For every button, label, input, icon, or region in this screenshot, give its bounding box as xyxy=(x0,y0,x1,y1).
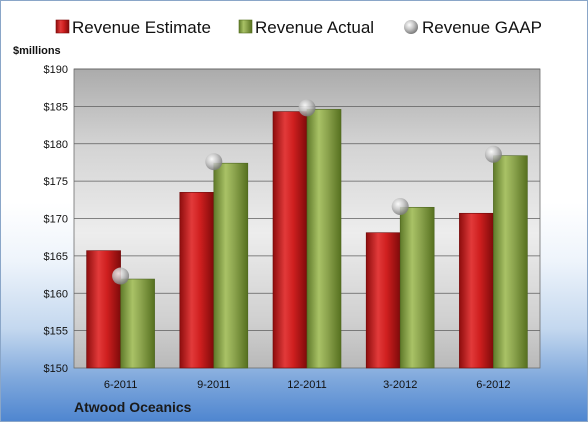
y-tick-labels: $150 $155 $160 $165 $170 $175 $180 $185 $190 xyxy=(44,64,68,375)
legend-swatch-actual xyxy=(238,19,253,34)
gaap-marker xyxy=(112,267,130,285)
legend-label-actual: Revenue Actual xyxy=(255,18,374,37)
x-tick-labels: 6-2011 9-2011 12-2011 3-2012 6-2012 xyxy=(104,379,511,391)
legend-label-estimate: Revenue Estimate xyxy=(72,18,211,37)
gaap-marker xyxy=(205,153,223,171)
company-name: Atwood Oceanics xyxy=(74,399,192,415)
gaap-markers xyxy=(112,99,502,285)
legend-label-gaap: Revenue GAAP xyxy=(422,18,542,37)
y-tick-label: $175 xyxy=(44,176,68,188)
y-tick-label: $180 xyxy=(44,139,68,151)
bar-estimate xyxy=(365,232,401,369)
bar-actual xyxy=(306,109,342,369)
bars xyxy=(86,109,528,369)
x-tick-label: 3-2012 xyxy=(383,379,417,391)
gaap-marker xyxy=(391,198,409,216)
x-tick-label: 9-2011 xyxy=(197,379,230,391)
y-tick-label: $150 xyxy=(44,363,68,375)
bar-estimate xyxy=(272,111,308,369)
bar-actual xyxy=(120,278,155,369)
x-tick-label: 6-2012 xyxy=(476,379,510,391)
y-tick-label: $190 xyxy=(44,64,68,76)
bar-estimate xyxy=(459,212,494,369)
x-tick-label: 12-2011 xyxy=(287,379,327,391)
bar-actual xyxy=(493,155,528,369)
y-axis-label: $millions xyxy=(13,45,61,57)
legend-swatch-estimate xyxy=(55,19,70,34)
y-tick-label: $160 xyxy=(44,288,68,300)
bar-actual xyxy=(213,162,249,369)
x-tick-label: 6-2011 xyxy=(104,379,137,391)
legend: Revenue Estimate Revenue Actual Revenue … xyxy=(55,18,542,37)
y-tick-label: $170 xyxy=(44,214,68,226)
gaap-marker xyxy=(298,99,316,117)
y-tick-label: $155 xyxy=(44,326,68,338)
bar-estimate xyxy=(86,250,121,369)
gaap-marker xyxy=(484,145,502,163)
y-tick-label: $165 xyxy=(44,251,68,263)
legend-swatch-gaap xyxy=(404,20,418,34)
bar-estimate xyxy=(179,192,215,369)
bar-actual xyxy=(399,206,435,369)
y-tick-label: $185 xyxy=(44,101,68,113)
